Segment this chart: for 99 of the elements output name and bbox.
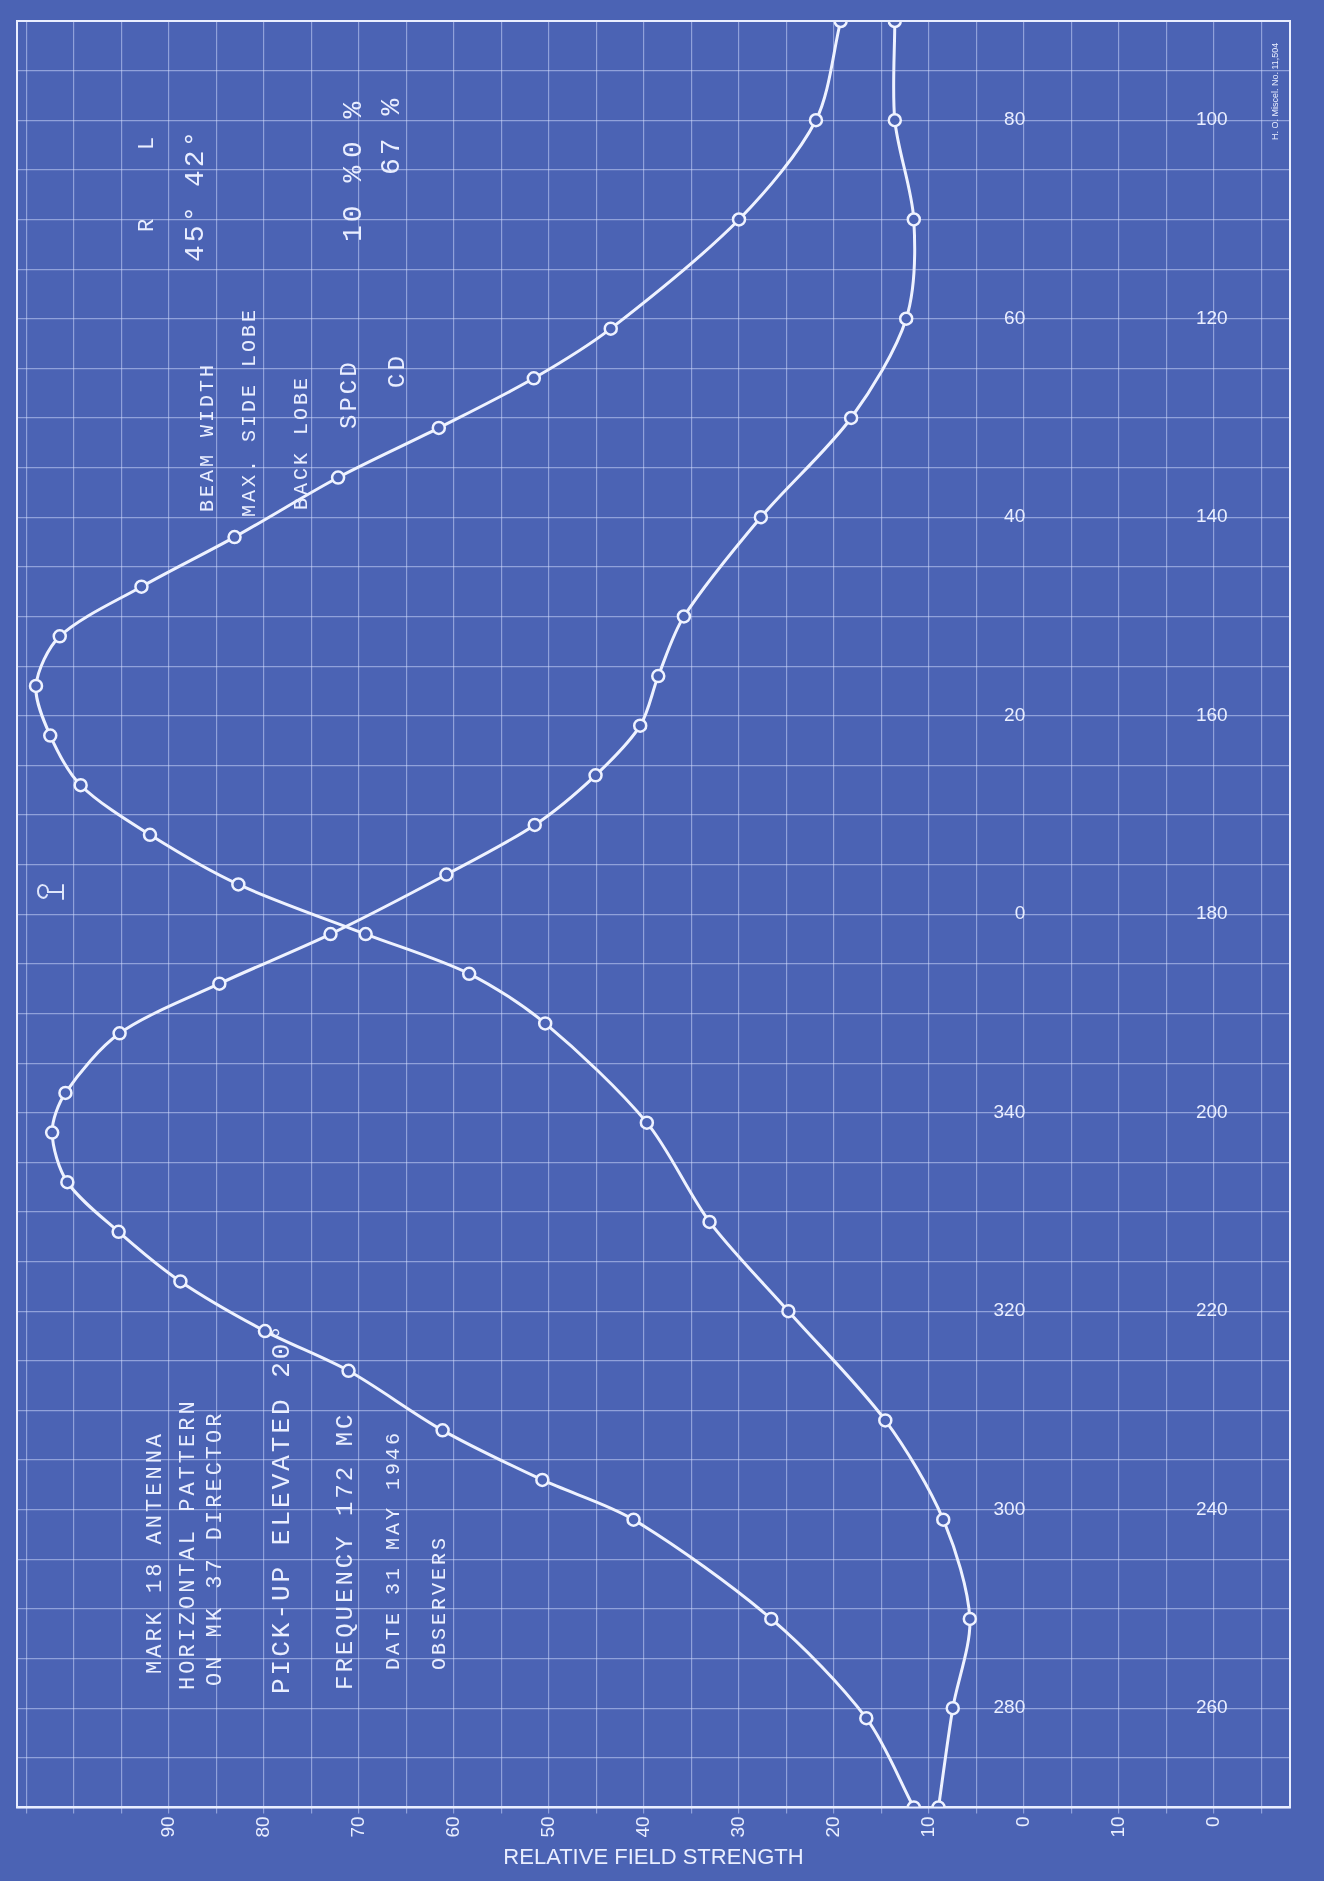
point [142,827,158,843]
y3-tick-label: 280 [993,1696,1026,1718]
annotation: 67 % [376,95,407,175]
point [341,1363,356,1379]
y-tick-label: 60 [1004,306,1026,328]
point [231,877,246,892]
point [58,1085,73,1101]
point [945,1700,960,1716]
text: MARK 18 ANTENNA [143,1430,168,1674]
x-tick-label: 20 [822,1816,844,1838]
y2-tick-label: 240 [1195,1497,1228,1519]
point [323,926,338,942]
annotation: FREQUENCY 172 MC [332,1411,359,1690]
point [330,470,346,485]
annotation: DATE 31 MAY 1946 [382,1429,405,1670]
point [358,926,373,942]
point [43,728,58,743]
x-tick-label: 50 [537,1816,559,1838]
point [535,1472,550,1488]
y-tick-label: 20 [1004,703,1026,725]
point [603,321,618,336]
point [28,678,44,694]
point [906,212,922,227]
point [227,529,242,545]
point [439,867,454,882]
point [134,579,149,594]
point [887,113,903,128]
y2-tick-label: 140 [1195,505,1228,527]
y2-tick-label: 260 [1195,1696,1228,1718]
annotation: 42° [180,127,211,187]
point [73,777,88,793]
y-tick-label: 80 [1004,108,1026,130]
point [212,976,227,991]
annotation: PICK-UP ELEVATED 20° [267,1321,297,1694]
point [676,609,692,624]
y3-tick-label: 340 [993,1100,1026,1122]
point [52,629,67,644]
y2-tick-label: 220 [1195,1299,1228,1321]
point [431,420,447,436]
point [527,817,542,833]
annotation: SPCD [336,359,363,429]
point [878,1413,893,1428]
point [112,1026,127,1041]
y2-tick-label: 160 [1195,703,1228,725]
point [44,1125,60,1140]
point [843,410,859,426]
point [962,1611,978,1627]
point [111,1224,126,1240]
point [651,668,666,684]
point [936,1512,951,1527]
annotation: 10 % [338,162,369,242]
point [626,1512,641,1527]
point [537,1016,553,1031]
y2-tick-label: 200 [1195,1100,1228,1122]
annotation: OBSERVERS [428,1534,451,1670]
point [859,1710,874,1726]
y3-tick-label: 300 [993,1497,1026,1519]
annotation: L [135,133,160,150]
annotation: H. O. Miscel. No. 11,504 [1269,42,1280,140]
point [702,1214,717,1230]
y-tick-label: 0 [1014,902,1026,924]
x-tick-label: 40 [632,1816,654,1838]
point [781,1303,796,1319]
point [898,311,914,326]
point [808,113,824,128]
point [731,212,747,227]
annotation: CD [384,353,411,388]
point [526,371,542,386]
x-tick-label: 80 [252,1816,274,1838]
point [639,1115,655,1130]
point [173,1274,188,1289]
y2-tick-label: 120 [1195,306,1228,328]
point [60,1174,75,1190]
annotation: BACK LOBE [290,374,313,510]
annotation: HORIZONTAL PATTERN [176,1398,201,1690]
x-tick-label: 0 [1012,1816,1034,1828]
point [461,966,477,982]
x-tick-label: 90 [157,1816,179,1838]
point [435,1423,450,1438]
x-tick-label: 60 [442,1816,464,1838]
point [764,1611,779,1627]
annotation: MAX. SIDE LOBE [238,306,261,517]
point [632,718,648,733]
annotation: R [135,215,160,232]
point [753,509,769,525]
x-tick-label: 70 [347,1816,369,1838]
y2-tick-label: 180 [1195,902,1228,924]
x-tick-label: 10 [917,1816,939,1838]
annotation: 45° [180,202,211,262]
y2-tick-label: 100 [1195,108,1228,130]
x-axis-title: RELATIVE FIELD STRENGTH [503,1843,804,1869]
annotation: 0 % [338,98,369,158]
annotation: BEAM WIDTH [196,361,219,512]
point [588,768,603,783]
annotation: ON MK 37 DIRECTOR [203,1410,228,1686]
x-tick-label: 30 [727,1816,749,1838]
y3-tick-label: 320 [993,1299,1026,1321]
y-tick-label: 40 [1004,505,1026,527]
point [257,1323,273,1339]
